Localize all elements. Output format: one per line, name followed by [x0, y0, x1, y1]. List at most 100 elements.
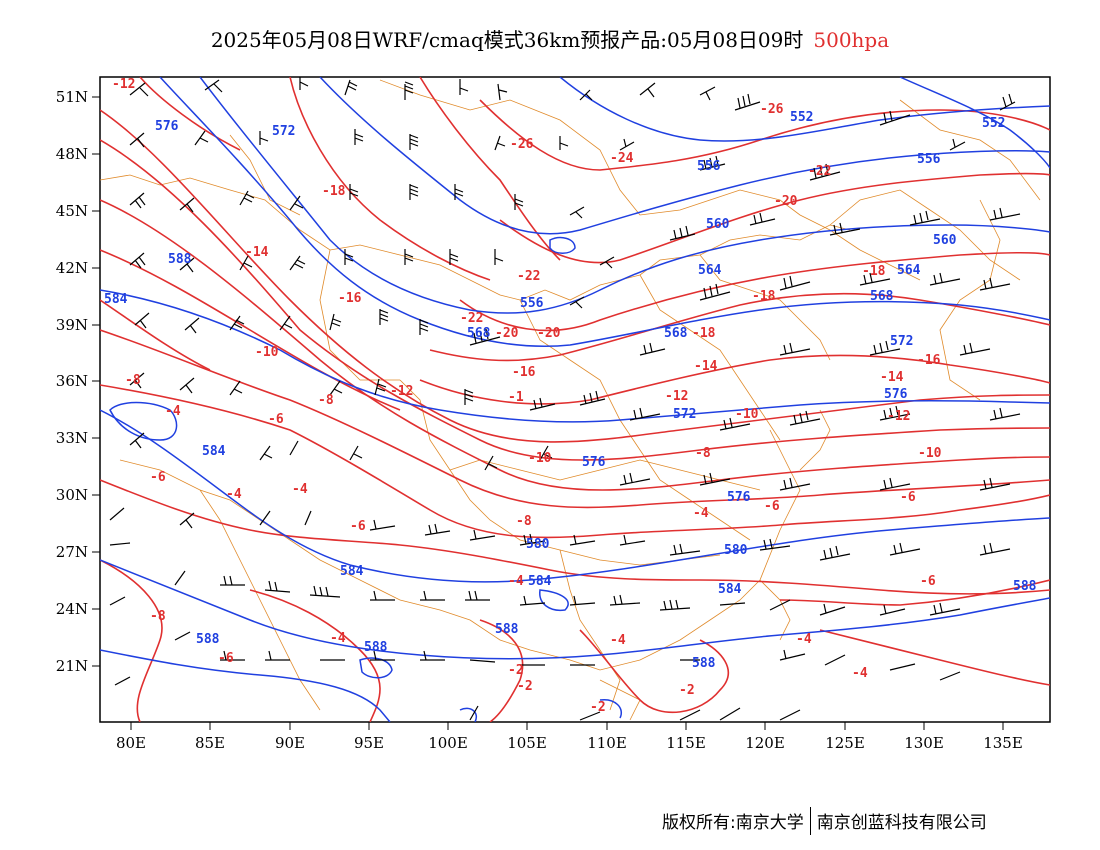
temp-label: -18 — [752, 289, 776, 304]
height-label: 580 — [724, 543, 748, 558]
lon-tick: 125E — [825, 734, 865, 752]
temp-label: -22 — [517, 269, 540, 284]
temp-label: -6 — [764, 499, 780, 514]
temp-label: -6 — [268, 412, 284, 427]
temp-label: -4 — [165, 404, 181, 419]
height-label: 556 — [917, 152, 941, 167]
lon-tick: 130E — [904, 734, 944, 752]
height-label: 576 — [884, 387, 908, 402]
lon-tick: 100E — [428, 734, 468, 752]
temp-label: -16 — [917, 353, 941, 368]
height-label: 556 — [697, 159, 721, 174]
map-title: 2025年05月08日WRF/cmaq模式36km预报产品:05月08日09时 5… — [0, 24, 1100, 53]
lat-tick: 24N — [56, 600, 88, 618]
temp-label: -8 — [125, 373, 141, 388]
lon-tick: 135E — [983, 734, 1023, 752]
height-label: 556 — [520, 296, 544, 311]
height-label: 560 — [706, 217, 730, 232]
temp-label: -8 — [318, 393, 334, 408]
height-contours — [100, 77, 1050, 722]
lat-tick: 21N — [56, 657, 88, 675]
lat-tick: 39N — [56, 316, 88, 334]
lon-tick: 90E — [275, 734, 305, 752]
temp-label: -6 — [900, 490, 916, 505]
wind-barbs — [109, 77, 1021, 721]
temp-label: -12 — [887, 409, 910, 424]
height-label: 584 — [104, 292, 128, 307]
lon-tick: 80E — [116, 734, 146, 752]
temp-label: -4 — [693, 506, 709, 521]
temp-label: -4 — [330, 631, 346, 646]
height-label: 584 — [528, 574, 552, 589]
lat-tick: 42N — [56, 259, 88, 277]
temp-label: -18 — [692, 326, 716, 341]
height-label: 576 — [582, 455, 606, 470]
lon-tick: 85E — [195, 734, 225, 752]
height-label: 568 — [870, 289, 894, 304]
temp-label: -6 — [218, 651, 234, 666]
temp-label: -10 — [528, 451, 552, 466]
temp-label: -2 — [517, 679, 533, 694]
lon-tick: 120E — [745, 734, 785, 752]
lat-tick: 45N — [56, 202, 88, 220]
temp-label: -16 — [512, 365, 536, 380]
lon-tick: 110E — [587, 734, 627, 752]
latitude-axis: 51N 48N 45N 42N 39N 36N 33N 30N 27N 24N … — [56, 88, 100, 675]
temp-label: -4 — [796, 632, 812, 647]
title-level: 500hpa — [813, 28, 890, 52]
temp-label: -22 — [808, 164, 831, 179]
footer-divider — [809, 807, 811, 835]
lat-tick: 48N — [56, 145, 88, 163]
height-label: 564 — [698, 263, 722, 278]
temp-label: -4 — [292, 482, 308, 497]
height-label: 572 — [673, 407, 696, 422]
temp-label: -10 — [735, 407, 759, 422]
title-text: 2025年05月08日WRF/cmaq模式36km预报产品:05月08日09时 — [210, 28, 804, 52]
lon-tick: 105E — [507, 734, 547, 752]
temperature-contours — [100, 77, 1050, 722]
temp-label: -2 — [679, 683, 695, 698]
border-lines — [100, 79, 1041, 721]
temp-label: -1 — [508, 390, 524, 405]
height-label: 584 — [718, 582, 742, 597]
temp-label: -8 — [695, 446, 711, 461]
height-label: 588 — [1013, 579, 1037, 594]
height-label: 576 — [155, 119, 179, 134]
height-label: 572 — [272, 124, 295, 139]
temp-label: -24 — [610, 151, 634, 166]
lat-tick: 30N — [56, 486, 88, 504]
map-frame — [99, 76, 1051, 723]
temp-label: -10 — [918, 446, 942, 461]
height-label: 568 — [467, 326, 491, 341]
temp-label: -18 — [322, 184, 346, 199]
temp-label: -14 — [880, 370, 904, 385]
temp-label: -12 — [390, 384, 413, 399]
temp-label: -4 — [852, 666, 868, 681]
lon-tick: 95E — [354, 734, 384, 752]
longitude-axis: 80E 85E 90E 95E 100E 105E 110E 115E 120E… — [116, 722, 1023, 752]
temp-label: -14 — [694, 359, 718, 374]
copyright-owner: 版权所有:南京大学 — [662, 813, 804, 833]
temp-label: -16 — [338, 291, 362, 306]
height-label: 552 — [982, 116, 1005, 131]
height-label: 552 — [790, 110, 813, 125]
lat-tick: 51N — [56, 88, 88, 106]
temp-label: -4 — [610, 633, 626, 648]
temp-label: -2 — [590, 700, 606, 715]
lat-tick: 36N — [56, 372, 88, 390]
temp-label: -2 — [508, 663, 524, 678]
temp-label: -6 — [150, 470, 166, 485]
copyright-company: 南京创蓝科技有限公司 — [816, 813, 987, 833]
height-label: 564 — [897, 263, 921, 278]
temp-label: -26 — [760, 102, 784, 117]
height-label: 588 — [168, 252, 192, 267]
temp-label: -18 — [862, 264, 886, 279]
height-label: 584 — [202, 444, 226, 459]
temp-label: -8 — [516, 514, 532, 529]
height-label: 584 — [340, 564, 364, 579]
height-label: 588 — [495, 622, 519, 637]
height-label: 576 — [727, 490, 751, 505]
lon-tick: 115E — [666, 734, 706, 752]
temp-label: -6 — [920, 574, 936, 589]
